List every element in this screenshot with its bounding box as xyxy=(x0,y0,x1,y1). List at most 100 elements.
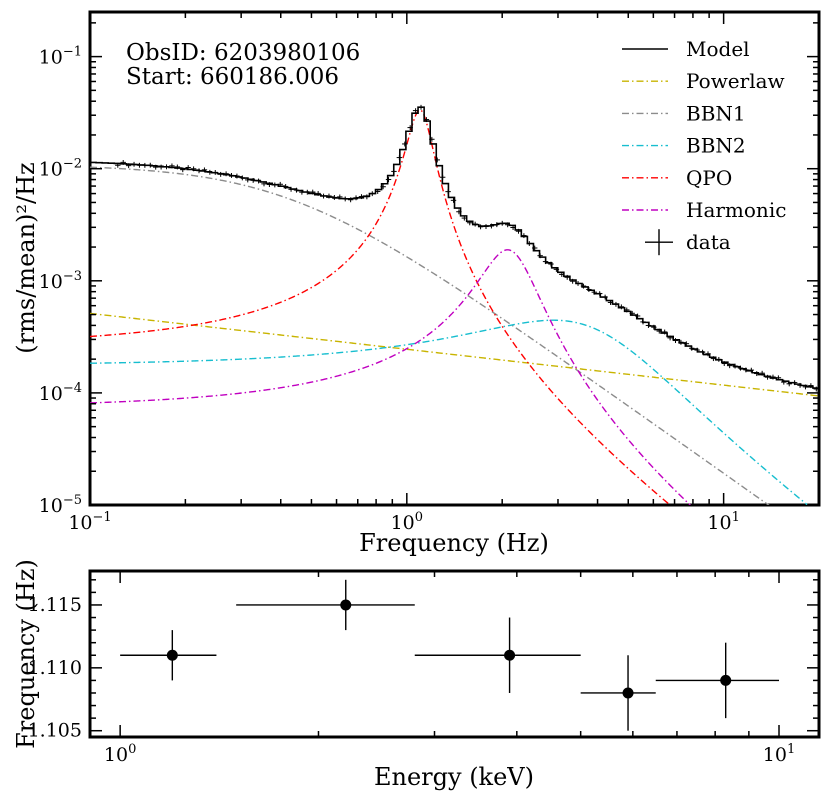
data-point xyxy=(667,335,673,341)
curve-bbn1 xyxy=(90,166,770,505)
curve-qpo xyxy=(90,109,672,505)
data-point xyxy=(586,287,592,292)
data-point xyxy=(353,195,359,201)
data-point xyxy=(629,310,635,316)
y-tick-label: 10−3 xyxy=(39,269,82,293)
data-point xyxy=(250,177,256,183)
legend-label: BBN1 xyxy=(686,101,746,125)
data-point xyxy=(439,174,446,180)
curve-bbn2 xyxy=(90,319,809,505)
legend-item: BBN1 xyxy=(622,101,746,125)
data-point xyxy=(613,301,619,307)
data-point xyxy=(754,371,760,377)
data-point xyxy=(488,223,495,229)
data-point xyxy=(412,108,419,114)
data-point xyxy=(499,220,505,226)
data-point xyxy=(596,291,603,297)
legend-label: QPO xyxy=(686,166,732,190)
curve-harmonic xyxy=(90,249,692,505)
data-point xyxy=(542,259,549,265)
data-point xyxy=(369,191,375,197)
data-point xyxy=(423,117,430,123)
legend-item: QPO xyxy=(622,166,732,190)
legend-item: data xyxy=(645,229,731,256)
obsid-annotation: ObsID: 6203980106 xyxy=(126,40,360,66)
data-point xyxy=(532,245,538,251)
data-point xyxy=(261,181,267,187)
data-point xyxy=(434,157,440,163)
data-point xyxy=(277,181,283,187)
energy-point xyxy=(236,579,415,631)
data-point xyxy=(672,338,679,344)
data-point xyxy=(743,367,749,373)
data-point xyxy=(791,380,798,386)
data-point xyxy=(266,182,273,188)
data-point xyxy=(748,367,755,373)
data-point xyxy=(342,196,348,202)
legend-item: Model xyxy=(622,37,750,61)
data-point xyxy=(634,313,641,319)
data-point xyxy=(569,278,576,284)
data-point xyxy=(147,162,153,168)
start-annotation: Start: 660186.006 xyxy=(126,64,339,90)
x-tick-label: 100 xyxy=(104,742,136,766)
data-point xyxy=(125,163,132,169)
data-point xyxy=(802,384,809,390)
data-point xyxy=(152,164,159,170)
data-point xyxy=(553,266,560,272)
data-point xyxy=(320,193,327,199)
data-point xyxy=(737,365,744,371)
legend-label: Harmonic xyxy=(686,198,786,222)
data-point xyxy=(331,195,338,200)
data-point xyxy=(217,171,224,177)
legend-label: Powerlaw xyxy=(686,69,785,93)
data-point xyxy=(380,184,386,190)
data-point xyxy=(775,375,782,381)
data-point xyxy=(304,189,311,195)
data-point xyxy=(190,166,197,172)
data-point xyxy=(136,162,143,168)
data-point xyxy=(299,189,305,195)
data-point xyxy=(142,162,148,168)
bottom-plot-frame xyxy=(88,569,821,739)
data-point xyxy=(759,370,765,376)
data-point xyxy=(272,182,278,188)
data-point xyxy=(347,197,354,203)
data-point xyxy=(391,169,397,174)
data-point xyxy=(456,209,462,215)
data-point xyxy=(689,345,695,351)
data-point xyxy=(255,178,262,184)
legend-item: Harmonic xyxy=(622,198,786,222)
power-spectrum-curves xyxy=(90,104,819,505)
top-x-axis-label: Frequency (Hz) xyxy=(359,529,549,557)
data-point xyxy=(196,168,202,174)
bottom-x-axis-label: Energy (keV) xyxy=(374,763,534,791)
data-point xyxy=(591,289,597,295)
data-point xyxy=(521,233,527,239)
data-point xyxy=(781,379,787,385)
data-point xyxy=(808,383,814,389)
y-tick-label: 1.105 xyxy=(28,720,82,742)
data-point xyxy=(526,241,533,246)
data-point xyxy=(548,261,554,267)
y-tick-label: 1.115 xyxy=(28,594,82,616)
power-spectrum-tick-labels: 10−1 100 101 10−5 10−4 10−3 10−2 10−1 xyxy=(39,45,740,534)
data-point xyxy=(716,356,722,362)
data-point xyxy=(385,177,392,183)
data-point xyxy=(245,177,251,183)
data-point xyxy=(472,221,478,227)
x-tick-label: 101 xyxy=(763,742,795,766)
data-point xyxy=(694,347,700,353)
energy-point xyxy=(120,630,217,681)
data-point xyxy=(234,173,240,179)
legend-label: Model xyxy=(686,37,750,61)
data-point xyxy=(661,329,668,335)
data-point xyxy=(418,104,424,110)
data-point xyxy=(396,155,403,161)
curve-powerlaw xyxy=(90,312,819,397)
data-point xyxy=(223,171,229,177)
legend-item: Powerlaw xyxy=(622,69,785,93)
data-point xyxy=(559,272,565,277)
frequency-energy-panel: 100 101 1.105 1.110 1.115 Energy (keV) Frequ… xyxy=(12,559,821,791)
